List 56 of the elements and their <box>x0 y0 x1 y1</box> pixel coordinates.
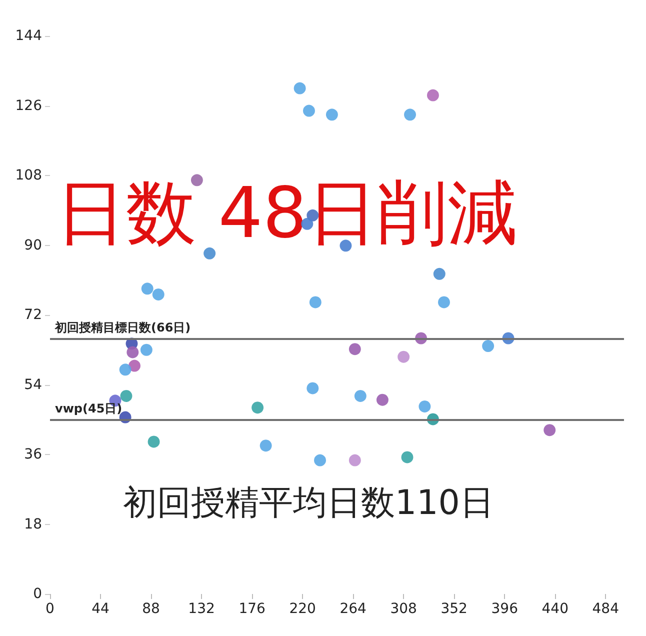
point <box>260 440 272 452</box>
point <box>438 296 450 308</box>
point <box>348 454 361 466</box>
y-tick-label: 144 <box>15 28 42 44</box>
point <box>306 209 319 222</box>
point <box>482 340 494 352</box>
point <box>354 390 366 402</box>
point <box>152 288 164 300</box>
point <box>398 350 410 363</box>
point <box>141 282 154 295</box>
y-tick-label: 0 <box>33 586 42 602</box>
y-tick-label: 54 <box>24 376 42 393</box>
x-tick-label: 132 <box>188 601 215 617</box>
point <box>303 104 315 117</box>
y-tick-label: 72 <box>24 307 42 323</box>
point <box>148 436 160 448</box>
point <box>128 360 140 372</box>
point <box>119 364 132 376</box>
point <box>418 400 431 412</box>
point <box>376 394 388 406</box>
annotation: 初回授精平均日数110日 <box>123 483 494 523</box>
x-tick-label: 88 <box>142 601 160 617</box>
annotation: 日数 48日削減 <box>56 172 518 254</box>
ref-line-label: vwp(45日) <box>55 402 122 416</box>
x-tick-label: 220 <box>289 601 316 617</box>
x-tick-label: 396 <box>491 601 518 617</box>
x-tick-label: 440 <box>542 601 568 617</box>
x-tick-label: 264 <box>340 601 367 617</box>
x-tick-label: 44 <box>92 601 110 617</box>
point <box>544 424 556 436</box>
y-tick-label: 108 <box>15 168 42 184</box>
point <box>348 343 361 356</box>
point <box>401 451 414 464</box>
point <box>426 89 439 102</box>
y-tick-label: 36 <box>24 446 42 462</box>
point <box>126 346 139 358</box>
x-tick-label: 176 <box>238 601 266 617</box>
point <box>326 108 338 121</box>
point <box>140 344 152 356</box>
y-tick-label: 126 <box>15 98 42 114</box>
point <box>306 382 319 394</box>
point <box>252 402 264 414</box>
y-tick-label: 18 <box>24 516 42 532</box>
point <box>120 390 132 402</box>
y-tick-label: 90 <box>24 237 42 254</box>
ref-line-label: 初回授精目標日数(66日) <box>54 320 191 334</box>
point <box>309 296 322 308</box>
point <box>404 108 416 121</box>
point <box>433 268 446 280</box>
point <box>204 247 216 260</box>
x-tick-label: 0 <box>46 601 54 617</box>
point <box>314 454 326 466</box>
x-tick-label: 484 <box>592 601 620 617</box>
x-tick-label: 352 <box>440 601 468 617</box>
point <box>294 82 306 94</box>
x-tick-label: 308 <box>390 601 417 617</box>
